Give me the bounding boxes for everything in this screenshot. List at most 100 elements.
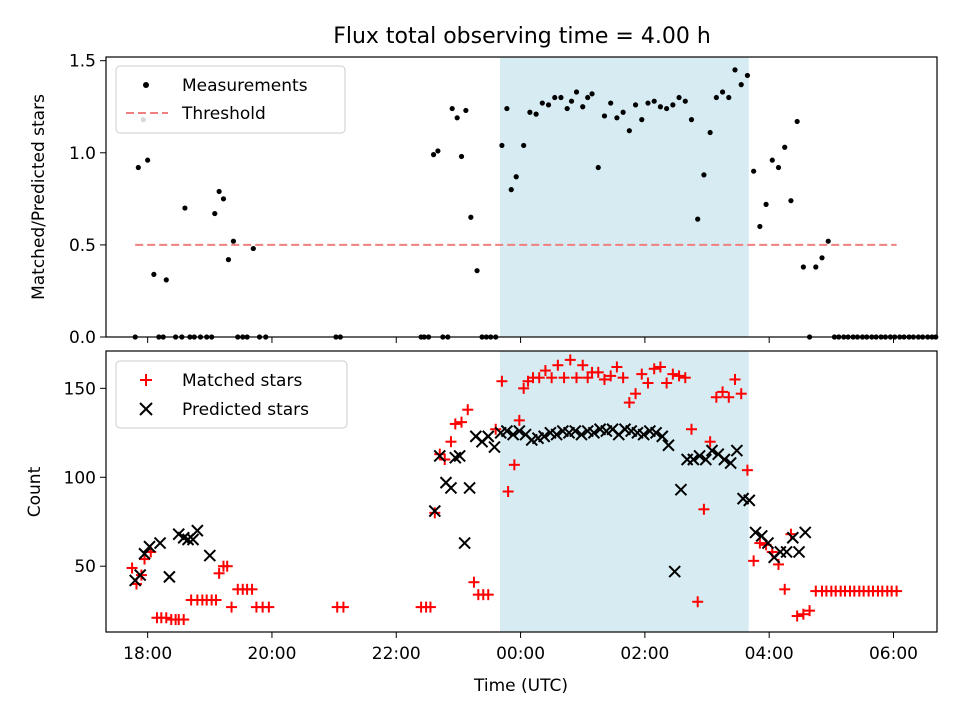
matched-point xyxy=(533,372,545,384)
measurement-point xyxy=(521,142,527,149)
measurement-point xyxy=(800,264,806,270)
matched-point xyxy=(692,596,704,608)
predicted-point xyxy=(749,526,762,539)
matched-point xyxy=(571,372,583,384)
predicted-point xyxy=(482,430,495,443)
predicted-point xyxy=(153,536,167,550)
measurement-point xyxy=(225,257,232,263)
matched-points xyxy=(126,354,903,626)
count-plot-frame xyxy=(105,350,938,633)
matched-point xyxy=(785,528,797,540)
predicted-point xyxy=(786,531,800,544)
count-panel: 50 100 150 18:00 20:00 22:00 00:00 02:00 04:00 0… xyxy=(25,350,938,696)
predicted-point xyxy=(730,444,744,457)
measurement-point xyxy=(463,107,469,114)
measurement-point xyxy=(468,214,474,220)
matched-point xyxy=(139,553,151,565)
x-tick-label: 00:00 xyxy=(496,644,545,664)
measurement-point xyxy=(813,264,819,270)
matched-point xyxy=(661,377,673,389)
matched-point xyxy=(685,423,697,435)
matched-point xyxy=(679,372,691,384)
matched-point xyxy=(126,562,138,574)
measurement-point xyxy=(763,201,769,207)
matched-point xyxy=(617,372,629,384)
measurement-point xyxy=(601,113,608,119)
matched-point xyxy=(462,404,474,416)
x-tick-label: 18:00 xyxy=(123,644,172,664)
matched-point xyxy=(552,359,564,371)
measurement-point xyxy=(614,115,620,121)
matched-point xyxy=(539,365,551,377)
predicted-point xyxy=(668,565,681,578)
matched-point xyxy=(891,585,903,597)
predicted-point xyxy=(687,453,700,466)
y-tick-label: 1.5 xyxy=(69,52,96,72)
predicted-point xyxy=(133,568,147,582)
count-y-label: Count xyxy=(25,466,45,517)
measurement-point xyxy=(151,271,157,277)
legend-measurements-label: Measurements xyxy=(182,76,308,96)
measurement-point xyxy=(639,117,645,123)
matched-point xyxy=(642,377,654,389)
y-tick-label: 100 xyxy=(64,468,96,488)
matched-point xyxy=(754,537,766,549)
measurement-point xyxy=(744,72,751,79)
count-x-ticks: 18:00 20:00 22:00 00:00 02:00 04:00 06:00 xyxy=(123,632,918,664)
measurement-point xyxy=(527,109,533,115)
ratio-legend: Measurements Threshold xyxy=(115,65,346,134)
measurement-point xyxy=(707,129,713,136)
measurement-point xyxy=(552,94,558,101)
matched-point xyxy=(468,576,480,588)
measurement-point xyxy=(135,164,141,171)
legend-matched-marker xyxy=(140,374,152,386)
count-legend-box xyxy=(115,360,348,429)
measurement-point xyxy=(664,105,670,112)
measurement-point xyxy=(580,104,586,110)
matched-point xyxy=(741,464,753,476)
matched-point xyxy=(226,601,238,613)
predicted-point xyxy=(674,483,688,496)
ratio-y-ticks: 0.0 0.5 1.0 1.5 xyxy=(69,52,106,348)
matched-point xyxy=(449,418,461,430)
measurement-point xyxy=(163,277,169,283)
matched-point xyxy=(337,601,349,613)
legend-predicted-marker xyxy=(139,402,153,416)
predicted-point xyxy=(506,428,520,441)
predicted-point xyxy=(662,439,675,452)
ratio-panel: 0.0 0.5 1.0 1.5 Matched/Predicted stars Mea… xyxy=(29,52,939,348)
measurement-point xyxy=(688,117,695,123)
matched-point xyxy=(748,555,760,567)
y-tick-label: 0.5 xyxy=(69,236,96,256)
y-tick-label: 0.0 xyxy=(69,328,96,348)
matched-point xyxy=(482,589,494,601)
ratio-legend-box xyxy=(115,65,346,134)
measurement-point xyxy=(769,157,775,163)
legend-matched-label: Matched stars xyxy=(182,371,302,391)
matched-point xyxy=(263,601,275,613)
predicted-point xyxy=(513,424,526,438)
matched-point xyxy=(611,361,623,373)
count-legend: Matched stars Predicted stars xyxy=(115,360,348,429)
predicted-point xyxy=(500,424,514,438)
matched-point xyxy=(717,386,729,398)
predicted-point xyxy=(458,536,471,550)
matched-point xyxy=(636,368,648,380)
chart-title: Flux total observing time = 4.00 h xyxy=(333,24,711,49)
predicted-point xyxy=(699,453,712,466)
matched-point xyxy=(518,382,530,394)
measurement-point xyxy=(585,94,591,101)
x-tick-label: 22:00 xyxy=(372,644,421,664)
y-tick-label: 50 xyxy=(74,557,96,577)
measurement-point xyxy=(645,100,651,106)
predicted-point xyxy=(191,524,204,537)
measurement-point xyxy=(182,205,188,211)
measurement-point xyxy=(474,268,480,274)
measurement-point xyxy=(632,102,639,108)
legend-threshold-label: Threshold xyxy=(181,104,266,124)
predicted-point xyxy=(453,449,466,463)
matched-point xyxy=(213,567,225,579)
measurement-point xyxy=(695,216,701,222)
measurement-point xyxy=(608,100,614,106)
matched-point xyxy=(246,583,258,595)
